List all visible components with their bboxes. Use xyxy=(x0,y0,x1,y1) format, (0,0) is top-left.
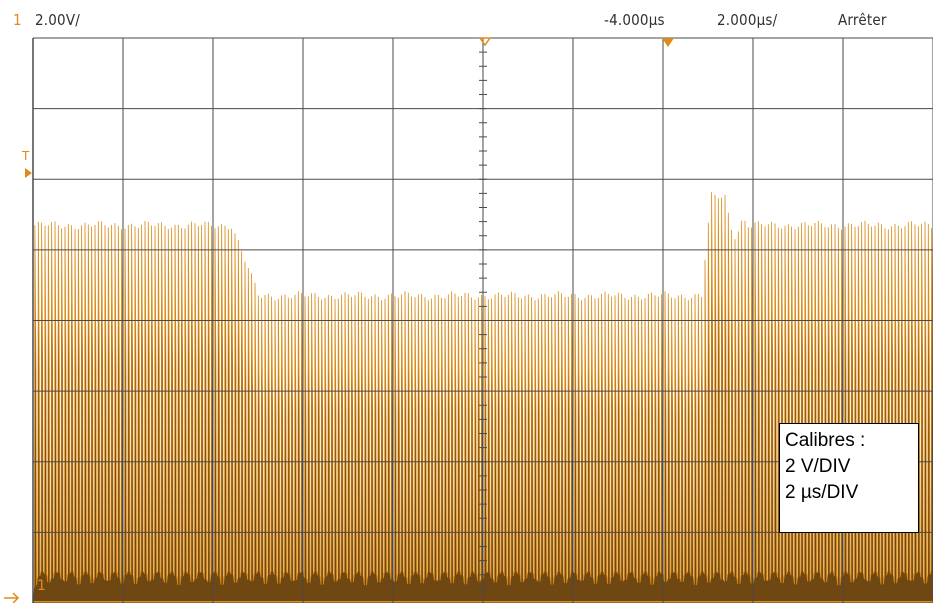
trigger-level-label: T xyxy=(21,149,30,163)
waveform-trace xyxy=(33,192,933,586)
calibration-note: Calibres : 2 V/DIV 2 µs/DIV xyxy=(779,423,919,533)
trigger-level-icon[interactable] xyxy=(25,168,32,178)
time-position[interactable]: -4.000µs xyxy=(604,11,665,29)
volts-per-div[interactable]: 2.00V/ xyxy=(35,11,81,29)
calibration-time: 2 µs/DIV xyxy=(785,482,859,503)
calibration-volts: 2 V/DIV xyxy=(785,456,851,477)
channel-ground-label: 1 xyxy=(37,578,46,594)
run-state[interactable]: Arrêter xyxy=(838,11,887,29)
trigger-position-icon[interactable] xyxy=(478,37,492,47)
time-per-div[interactable]: 2.000µs/ xyxy=(717,11,778,29)
time-reference-icon[interactable] xyxy=(662,38,674,47)
channel-ground-icon[interactable] xyxy=(4,592,20,603)
channel-number[interactable]: 1 xyxy=(13,11,22,29)
status-bar: 1 2.00V/ -4.000µs 2.000µs/ Arrêter xyxy=(0,0,933,38)
markers: T 1 xyxy=(4,37,674,603)
calibration-title: Calibres : xyxy=(785,430,866,451)
